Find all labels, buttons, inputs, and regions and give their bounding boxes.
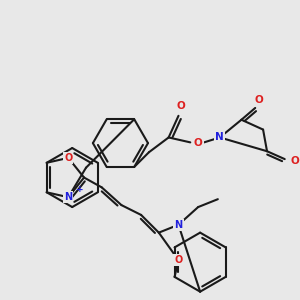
- Text: O: O: [176, 101, 185, 111]
- Text: O: O: [194, 138, 203, 148]
- Text: O: O: [290, 156, 299, 166]
- Text: N: N: [64, 192, 72, 202]
- Text: +: +: [76, 185, 84, 194]
- Text: O: O: [64, 153, 72, 163]
- Text: N: N: [215, 133, 224, 142]
- Text: N: N: [174, 220, 182, 230]
- Text: O: O: [255, 95, 263, 105]
- Text: O: O: [174, 255, 183, 265]
